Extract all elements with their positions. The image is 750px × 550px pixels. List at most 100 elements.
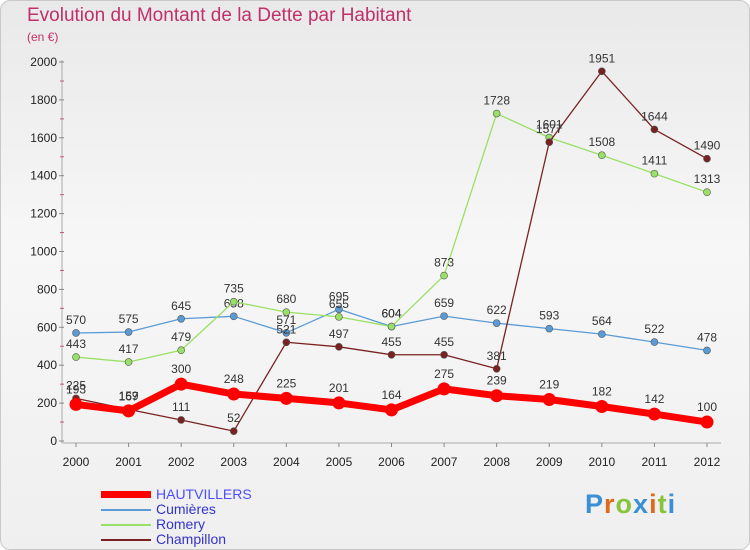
data-point [650, 125, 659, 134]
data-label: 1577 [536, 122, 563, 136]
data-label: 443 [66, 337, 86, 351]
data-point [177, 416, 185, 424]
data-label: 655 [329, 297, 349, 311]
data-label: 167 [119, 389, 139, 403]
data-label: 164 [381, 388, 401, 402]
data-point [545, 138, 554, 146]
legend-item: Cumières [101, 502, 252, 517]
data-label: 1508 [588, 135, 615, 149]
x-tick-label: 2001 [115, 455, 142, 469]
y-tick-label: 1600 [30, 131, 57, 145]
data-label: 522 [644, 322, 664, 336]
data-label: 300 [171, 362, 191, 376]
unit-label: (en €) [27, 30, 59, 44]
data-point [229, 297, 238, 306]
data-label: 479 [171, 330, 191, 344]
data-label: 225 [276, 376, 296, 390]
data-point [124, 358, 133, 366]
x-tick-label: 2007 [431, 455, 458, 469]
logo-letter: o [615, 489, 634, 519]
proxiti-logo: Proxiti [585, 489, 676, 520]
logo-letter: r [604, 489, 616, 519]
data-label: 593 [539, 309, 559, 323]
data-point [598, 330, 606, 338]
data-point [490, 389, 504, 403]
data-label: 570 [66, 313, 86, 327]
legend-label: Romery [156, 516, 206, 532]
data-label: 1728 [483, 94, 510, 108]
logo-letter: i [667, 489, 677, 519]
legend-label: HAUTVILLERS [156, 486, 252, 502]
x-tick-label: 2012 [694, 455, 721, 469]
x-tick-label: 2008 [483, 455, 510, 469]
data-point [437, 382, 451, 396]
data-point [440, 271, 448, 280]
x-tick-label: 2010 [588, 455, 615, 469]
data-label: 381 [487, 349, 507, 363]
data-label: 275 [434, 367, 454, 381]
data-point [279, 391, 293, 405]
data-point [335, 313, 343, 321]
data-label: 564 [592, 314, 612, 328]
data-point [440, 312, 448, 320]
data-label: 1490 [694, 139, 721, 153]
data-point [282, 328, 291, 337]
chart-title: Evolution du Montant de la Dette par Hab… [27, 5, 412, 26]
data-label: 52 [227, 411, 241, 425]
data-point [177, 346, 185, 355]
data-point [387, 350, 396, 359]
data-point [387, 322, 396, 331]
data-point [545, 324, 554, 333]
logo-letter: P [585, 489, 605, 519]
data-label: 695 [329, 289, 349, 303]
x-tick-label: 2011 [642, 455, 668, 469]
data-point [174, 377, 188, 391]
data-point [229, 427, 238, 435]
data-point [282, 308, 291, 316]
data-point [282, 338, 291, 347]
legend-item: HAUTVILLERS [101, 487, 252, 502]
legend-item: Romery [101, 517, 252, 532]
x-tick-label: 2002 [168, 455, 195, 469]
data-point [542, 392, 556, 406]
data-label: 142 [644, 392, 664, 406]
data-point [647, 407, 661, 421]
data-point [492, 319, 501, 327]
data-point [650, 169, 659, 178]
data-point [332, 396, 346, 410]
legend: HAUTVILLERS Cumières Romery Champillon [101, 487, 252, 547]
data-point [595, 400, 609, 414]
legend-label: Champillon [156, 531, 227, 547]
y-tick-label: 2000 [30, 55, 57, 69]
legend-swatch [101, 538, 151, 541]
data-label: 604 [381, 307, 401, 321]
x-tick-label: 2000 [63, 455, 90, 469]
data-point [335, 305, 343, 314]
y-tick-label: 600 [37, 320, 57, 334]
data-point [122, 404, 136, 418]
data-point [703, 188, 711, 196]
data-point [72, 329, 80, 337]
data-label: 1644 [641, 109, 668, 123]
data-label: 659 [434, 296, 454, 310]
data-point [598, 151, 606, 160]
y-tick-label: 400 [37, 358, 57, 372]
data-label: 1313 [694, 172, 721, 186]
data-point [703, 346, 711, 355]
data-label: 225 [66, 378, 86, 392]
x-tick-label: 2009 [536, 455, 563, 469]
data-point [700, 415, 714, 429]
data-label: 873 [434, 256, 454, 270]
data-label: 248 [224, 372, 244, 386]
y-tick-label: 1000 [30, 245, 57, 259]
data-point [124, 328, 133, 336]
data-label: 1411 [642, 154, 668, 168]
data-label: 571 [276, 313, 296, 327]
x-tick-label: 2004 [273, 455, 300, 469]
data-label: 521 [276, 322, 296, 336]
data-label: 417 [119, 342, 139, 356]
data-label: 111 [172, 400, 191, 414]
data-label: 182 [592, 385, 612, 399]
